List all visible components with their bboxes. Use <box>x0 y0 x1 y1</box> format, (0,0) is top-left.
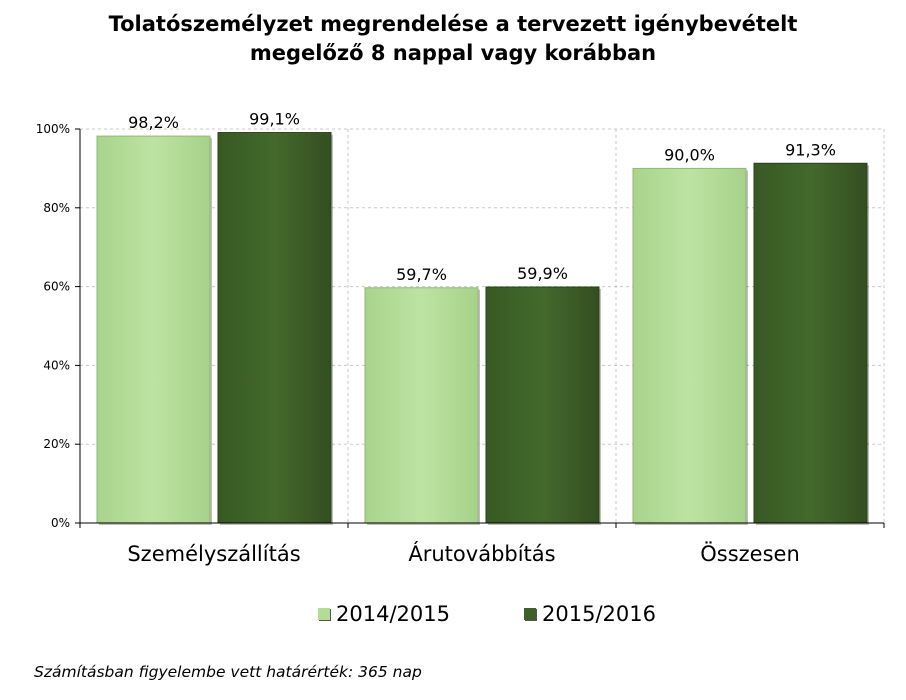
footnote: Számításban figyelembe vett határérték: … <box>34 663 422 681</box>
bar-2-2 <box>485 286 600 524</box>
y-tick-label: 20% <box>43 437 70 451</box>
legend-item-2015-2016: 2015/2016 <box>524 598 656 630</box>
bar-1-3 <box>632 167 747 524</box>
data-label: 59,9% <box>517 264 568 283</box>
bar-1-2 <box>364 287 479 524</box>
bar-2-1 <box>217 132 332 524</box>
data-label: 99,1% <box>249 110 300 129</box>
legend: 2014/2015 2015/2016 <box>0 598 906 630</box>
data-label: 98,2% <box>128 113 179 132</box>
y-tick-label: 60% <box>43 280 70 294</box>
data-label: 91,3% <box>785 140 836 159</box>
bar-2-3 <box>753 162 868 524</box>
legend-item-2014-2015: 2014/2015 <box>318 598 450 630</box>
chart-title-line-1: Tolatószemélyzet megrendelése a tervezet… <box>108 12 798 36</box>
y-tick-label: 80% <box>43 201 70 215</box>
legend-swatch-2015-2016 <box>524 608 536 620</box>
chart-title-line-2: megelőző 8 nappal vagy korábban <box>249 41 657 65</box>
chart-title: Tolatószemélyzet megrendelése a tervezet… <box>0 10 906 68</box>
x-category-label: Összesen <box>700 541 800 566</box>
data-label: 90,0% <box>664 145 715 164</box>
x-category-label: Árutovábbítás <box>408 541 555 566</box>
bar-chart: 98,2% 99,1% 59,7% 59,9% 90,0% 91,3% 0% 20% 40% 6… <box>36 110 885 566</box>
legend-label-2014-2015: 2014/2015 <box>336 602 450 626</box>
bar-1-1 <box>96 135 211 524</box>
x-category-label: Személyszállítás <box>127 542 300 566</box>
y-tick-label: 0% <box>51 516 70 530</box>
y-tick-label: 100% <box>36 122 70 136</box>
legend-label-2015-2016: 2015/2016 <box>542 602 656 626</box>
y-tick-label: 40% <box>43 358 70 372</box>
data-label: 59,7% <box>396 265 447 284</box>
legend-swatch-2014-2015 <box>318 608 330 620</box>
